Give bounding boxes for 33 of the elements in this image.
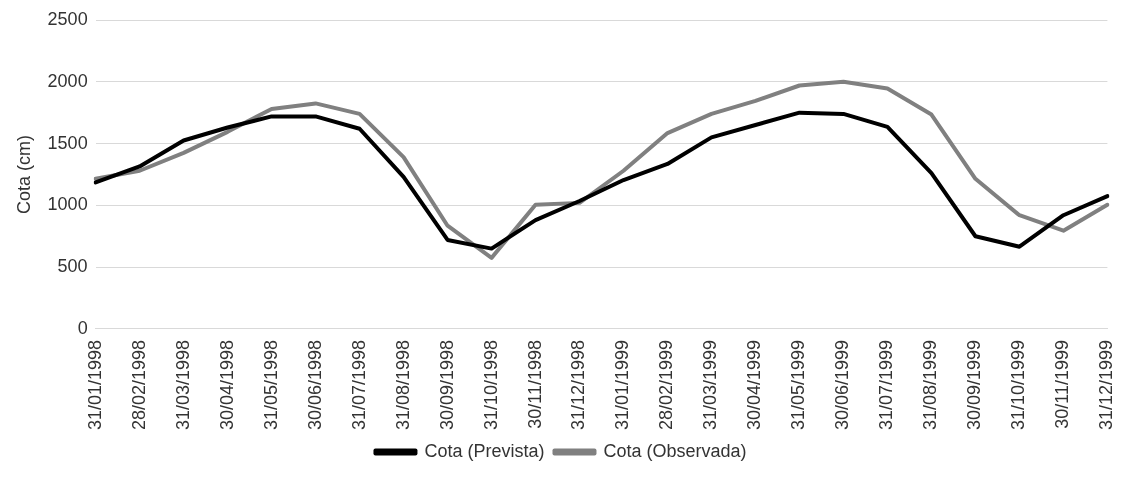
x-tick-label: 31/10/1998 [480,339,501,431]
x-tick-label: 31/01/1999 [612,339,633,431]
y-tick-label: 0 [77,317,88,338]
x-tick-label: 31/03/1998 [172,339,193,431]
x-tick-label: 30/09/1999 [964,339,985,431]
x-tick-label: 31/12/1999 [1096,339,1117,431]
x-tick-label: 30/04/1998 [216,339,237,431]
x-tick-label: 28/02/1999 [656,339,677,431]
legend-label: Cota (Prevista) [424,440,545,461]
x-tick-label: 31/10/1999 [1008,339,1029,431]
y-tick-label: 500 [57,256,88,277]
x-tick-label: 30/11/1999 [1052,339,1073,429]
y-tick-label: 1000 [47,194,88,215]
x-tick-label: 30/09/1998 [436,339,457,431]
x-tick-label: 31/01/1998 [84,339,105,431]
x-tick-label: 31/08/1999 [920,339,941,431]
x-tick-label: 31/07/1998 [348,339,369,431]
x-tick-label: 30/04/1999 [744,339,765,431]
x-tick-label: 30/11/1998 [524,339,545,429]
y-tick-label: 1500 [47,132,88,153]
y-axis-title: Cota (cm) [13,134,34,214]
x-tick-label: 30/06/1998 [304,339,325,431]
x-tick-label: 31/08/1998 [392,339,413,431]
x-tick-label: 28/02/1998 [128,339,149,431]
x-tick-label: 31/05/1999 [788,339,809,431]
x-tick-label: 30/06/1999 [832,339,853,431]
x-tick-label: 31/12/1998 [568,339,589,431]
x-tick-label: 31/07/1999 [876,339,897,431]
x-tick-label: 31/05/1998 [260,339,281,431]
y-tick-label: 2500 [47,8,88,29]
y-tick-label: 2000 [47,70,88,91]
x-tick-label: 31/03/1999 [700,339,721,431]
legend-label: Cota (Observada) [603,440,747,461]
